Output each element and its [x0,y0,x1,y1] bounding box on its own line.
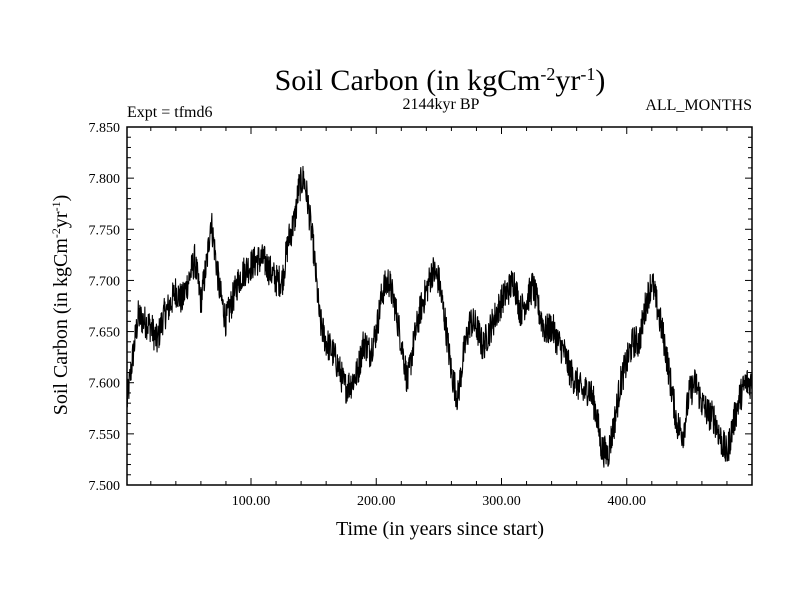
chart-title-mid: yr [555,64,580,97]
x-tick-label: 400.00 [607,494,646,509]
chart-title-exp2: -1 [580,64,595,84]
chart-title-exp1: -2 [540,64,555,84]
y-tick-label: 7.850 [89,121,121,136]
x-axis-label: Time (in years since start) [336,518,544,540]
y-tick-label: 7.800 [89,172,121,187]
y-axis-label-exp1: -2 [49,228,63,238]
chart-title: Soil Carbon (in kgCm-2yr-1) [275,64,606,97]
y-tick-label: 7.550 [89,428,121,443]
plot-frame [126,126,753,486]
y-tick-label: 7.650 [89,326,121,341]
y-tick-label: 7.700 [89,274,121,289]
chart-title-main: Soil Carbon (in kgCm [275,64,541,97]
y-tick-label: 7.500 [89,479,121,494]
y-tick-label: 7.600 [89,377,121,392]
y-axis-label-main: Soil Carbon (in kgCm [50,238,72,416]
y-axis-label-exp2: -1 [49,201,63,211]
y-axis-label-mid: yr [50,211,72,228]
y-axis-label-close: ) [50,195,72,202]
x-tick-label: 200.00 [357,494,396,509]
series-line [126,165,753,468]
y-axis-ticks: 7.500 7.550 7.600 7.650 7.700 7.750 7.800 7.850 [89,121,752,494]
x-tick-label: 100.00 [232,494,271,509]
y-axis-label: Soil Carbon (in kgCm-2yr-1) [49,195,72,416]
y-tick-label: 7.750 [89,223,121,238]
series-group [126,165,753,468]
chart-title-close: ) [595,64,605,97]
subtitle-right: ALL_MONTHS [645,97,752,114]
x-axis-ticks: 100.00 200.00 300.00 400.00 [150,127,728,509]
subtitle-left: Expt = tfmd6 [127,104,212,121]
subtitle-center: 2144kyr BP [403,96,480,113]
x-tick-label: 300.00 [482,494,521,509]
